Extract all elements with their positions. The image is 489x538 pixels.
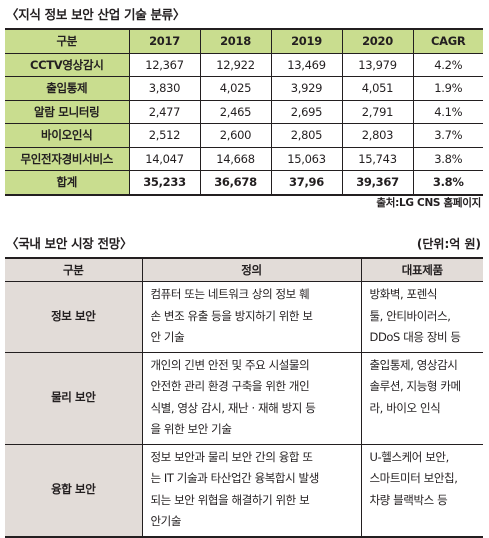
table-row: 알람 모니터링 2,477 2,465 2,695 2,791 4.1% xyxy=(5,100,483,124)
column-header: 2019 xyxy=(270,28,342,54)
table-cell: 35,233 xyxy=(128,170,200,196)
table-cell: 3.8% xyxy=(412,170,483,196)
row-category: 합계 xyxy=(5,170,129,196)
column-header: 대표제품 xyxy=(360,257,483,282)
table-cell: 2,465 xyxy=(199,100,271,124)
product-line: 솔루션, 지능형 카메 xyxy=(369,379,462,393)
table-cell: 4.2% xyxy=(412,53,483,77)
row-category: 물리 보안 xyxy=(5,352,142,445)
definition-line: 되는 보안 위협을 해결하기 위한 보 xyxy=(150,492,310,507)
market-size-table: 구분 2017 2018 2019 2020 CAGR CCTV영상감시 12,… xyxy=(5,28,483,196)
table-cell: 4.1% xyxy=(412,100,483,124)
row-category: 출입통제 xyxy=(5,76,129,101)
table-cell: 14,047 xyxy=(128,147,200,171)
column-header: 2017 xyxy=(128,28,200,54)
table-cell: 13,979 xyxy=(341,53,413,77)
table-cell: 2,600 xyxy=(199,123,271,148)
table-cell: 3,830 xyxy=(128,76,200,101)
table-cell: 3,929 xyxy=(270,76,342,101)
definition-line: 개인의 긴변 안전 및 주요 시설물의 xyxy=(150,357,310,372)
table-cell: 37,96 xyxy=(270,170,342,196)
section1-title: 〈지식 정보 보안 산업 기술 분류〉 xyxy=(6,7,186,22)
table-row: 정보 보안 컴퓨터 또는 네트워크 상의 정보 훼 손 변조 유출 등을 방지하… xyxy=(5,281,483,353)
table-row: CCTV영상감시 12,367 12,922 13,469 13,979 4.2… xyxy=(5,53,483,77)
table-cell: 2,477 xyxy=(128,100,200,124)
definition-line: 정보 보안과 물리 보안 간의 융합 또 xyxy=(150,449,313,464)
definition-cell: 정보 보안과 물리 보안 간의 융합 또 는 IT 기술과 타산업간 융복합시 … xyxy=(141,444,361,538)
table-cell: 2,512 xyxy=(128,123,200,148)
row-category: 바이오인식 xyxy=(5,123,129,148)
product-line: 차량 블랙박스 등 xyxy=(369,492,448,507)
column-header: CAGR xyxy=(412,28,483,54)
table-cell: 15,743 xyxy=(341,147,413,171)
unit-note: (단위:억 원) xyxy=(416,237,481,251)
product-line: 라, 바이오 인식 xyxy=(369,400,441,415)
column-header: 2018 xyxy=(199,28,271,54)
table-row: 바이오인식 2,512 2,600 2,805 2,803 3.7% xyxy=(5,123,483,148)
column-header: 구분 xyxy=(5,257,142,282)
source-note: 출처:LG CNS 홈페이지 xyxy=(376,197,481,209)
column-header: 구분 xyxy=(5,28,129,54)
table-cell: 2,695 xyxy=(270,100,342,124)
products-cell: 출입통제, 영상감시 솔루션, 지능형 카메 라, 바이오 인식 xyxy=(360,352,483,445)
table-row: 물리 보안 개인의 긴변 안전 및 주요 시설물의 안전한 관리 환경 구축을 … xyxy=(5,352,483,445)
table-header-row: 구분 정의 대표제품 xyxy=(5,257,483,282)
table-cell: 1.9% xyxy=(412,76,483,101)
definition-line: 안 기술 xyxy=(150,330,185,344)
product-line: 툴, 안티바이러스, xyxy=(369,308,451,323)
definition-line: 손 변조 유출 등을 방지하기 위한 보 xyxy=(150,308,313,323)
row-category: 무인전자경비서비스 xyxy=(5,147,129,171)
table-row: 무인전자경비서비스 14,047 14,668 15,063 15,743 3.… xyxy=(5,147,483,171)
definition-line: 안전한 관리 환경 구축을 위한 개인 xyxy=(150,379,310,393)
product-line: 스마트미터 보안칩, xyxy=(369,471,458,485)
table-header-row: 구분 2017 2018 2019 2020 CAGR xyxy=(5,28,483,54)
table-cell: 12,922 xyxy=(199,53,271,77)
table-cell: 2,803 xyxy=(341,123,413,148)
column-header: 2020 xyxy=(341,28,413,54)
definition-cell: 개인의 긴변 안전 및 주요 시설물의 안전한 관리 환경 구축을 위한 개인 … xyxy=(141,352,361,445)
table-cell: 2,791 xyxy=(341,100,413,124)
definition-line: 을 위한 보안 기술 xyxy=(150,422,232,436)
table-cell: 36,678 xyxy=(199,170,271,196)
table-cell: 4,051 xyxy=(341,76,413,101)
column-header: 정의 xyxy=(141,257,361,282)
product-line: 출입통제, 영상감시 xyxy=(369,357,458,372)
product-line: 방화벽, 포렌식 xyxy=(369,287,438,301)
products-cell: 방화벽, 포렌식 툴, 안티바이러스, DDoS 대응 장비 등 xyxy=(360,281,483,353)
product-line: U-헬스케어 보안, xyxy=(369,449,450,464)
definition-line: 컴퓨터 또는 네트워크 상의 정보 훼 xyxy=(150,287,310,301)
section2-title: 〈국내 보안 시장 전망〉 xyxy=(6,236,133,251)
definition-line: 는 IT 기술과 타산업간 융복합시 발생 xyxy=(150,471,320,485)
table-row: 출입통제 3,830 4,025 3,929 4,051 1.9% xyxy=(5,76,483,101)
row-category: 정보 보안 xyxy=(5,281,142,353)
table-cell: 3.8% xyxy=(412,147,483,171)
table-cell: 14,668 xyxy=(199,147,271,171)
table-cell: 2,805 xyxy=(270,123,342,148)
definition-line: 안기술 xyxy=(150,514,182,528)
table-cell: 4,025 xyxy=(199,76,271,101)
row-category: CCTV영상감시 xyxy=(5,53,129,77)
definition-cell: 컴퓨터 또는 네트워크 상의 정보 훼 손 변조 유출 등을 방지하기 위한 보… xyxy=(141,281,361,353)
row-category: 융합 보안 xyxy=(5,444,142,538)
table-cell: 12,367 xyxy=(128,53,200,77)
product-line: DDoS 대응 장비 등 xyxy=(369,330,462,344)
table-row: 융합 보안 정보 보안과 물리 보안 간의 융합 또 는 IT 기술과 타산업간… xyxy=(5,444,483,538)
table-cell: 15,063 xyxy=(270,147,342,171)
products-cell: U-헬스케어 보안, 스마트미터 보안칩, 차량 블랙박스 등 xyxy=(360,444,483,538)
security-market-table: 구분 정의 대표제품 정보 보안 컴퓨터 또는 네트워크 상의 정보 훼 손 변… xyxy=(5,257,483,538)
table-cell: 39,367 xyxy=(341,170,413,196)
table-cell: 13,469 xyxy=(270,53,342,77)
table-cell: 3.7% xyxy=(412,123,483,148)
definition-line: 식별, 영상 감시, 재난 · 재해 방지 등 xyxy=(150,400,316,415)
table-total-row: 합계 35,233 36,678 37,96 39,367 3.8% xyxy=(5,170,483,196)
row-category: 알람 모니터링 xyxy=(5,100,129,124)
